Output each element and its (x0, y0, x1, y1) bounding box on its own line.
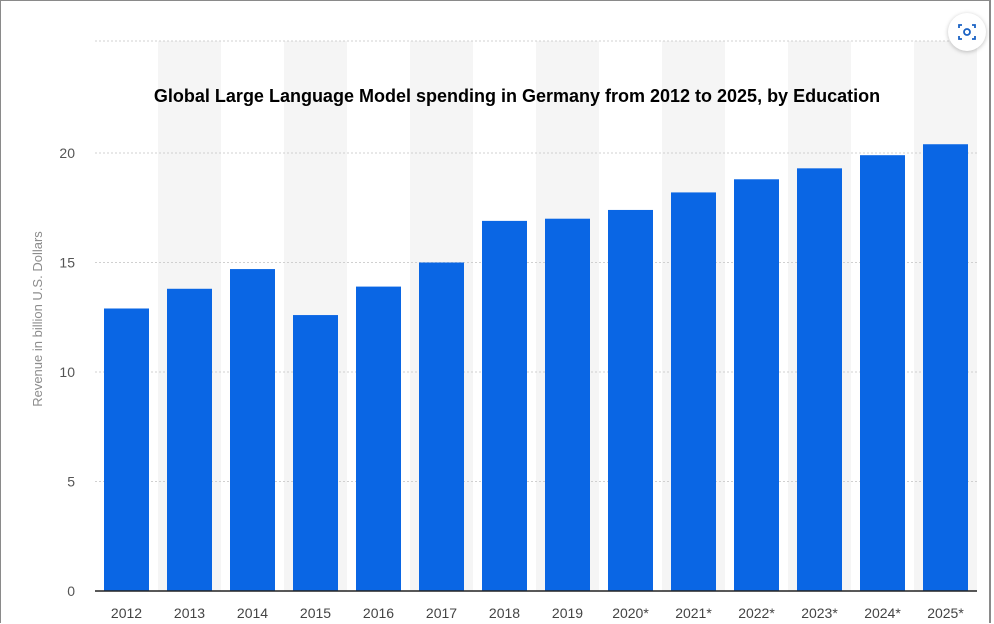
x-tick-label: 2018 (489, 605, 520, 621)
x-tick-label: 2019 (552, 605, 583, 621)
gridlines (95, 40, 977, 482)
bar[interactable] (482, 220, 527, 591)
x-tick-label: 2022* (738, 605, 775, 621)
y-tick-label: 0 (67, 583, 75, 599)
x-tick-label: 2016 (363, 605, 394, 621)
y-tick-label: 15 (59, 255, 75, 271)
bar[interactable] (734, 179, 779, 591)
y-tick-label: 10 (59, 364, 75, 380)
x-tick-label: 2013 (174, 605, 205, 621)
chart-title: Global Large Language Model spending in … (154, 86, 880, 106)
bar[interactable] (545, 218, 590, 591)
y-axis-label: Revenue in billion U.S. Dollars (30, 231, 45, 407)
x-tick-label: 2015 (300, 605, 331, 621)
bar[interactable] (923, 144, 968, 592)
bar[interactable] (860, 155, 905, 591)
y-axis-ticks: 0 5 10 15 20 (59, 145, 75, 599)
bar[interactable] (230, 269, 275, 591)
bar[interactable] (608, 209, 653, 591)
bar[interactable] (797, 168, 842, 591)
x-tick-label: 2024* (864, 605, 901, 621)
bars (104, 144, 968, 592)
screenshot-button[interactable] (948, 13, 986, 51)
x-tick-label: 2020* (612, 605, 649, 621)
x-tick-label: 2014 (237, 605, 268, 621)
x-tick-label: 2023* (801, 605, 838, 621)
y-tick-label: 5 (67, 474, 75, 490)
y-tick-label: 20 (59, 145, 75, 161)
x-tick-label: 2017 (426, 605, 457, 621)
x-tick-label: 2025* (927, 605, 964, 621)
screenshot-icon (958, 24, 976, 40)
bar[interactable] (419, 262, 464, 592)
x-axis-ticks: 2012 2013 2014 2015 2016 2017 2018 2019 2020* 202… (111, 605, 964, 621)
bar[interactable] (293, 315, 338, 591)
bar[interactable] (167, 288, 212, 591)
bar[interactable] (356, 286, 401, 591)
bar[interactable] (671, 192, 716, 592)
bar[interactable] (104, 308, 149, 591)
x-tick-label: 2021* (675, 605, 712, 621)
x-tick-label: 2012 (111, 605, 142, 621)
